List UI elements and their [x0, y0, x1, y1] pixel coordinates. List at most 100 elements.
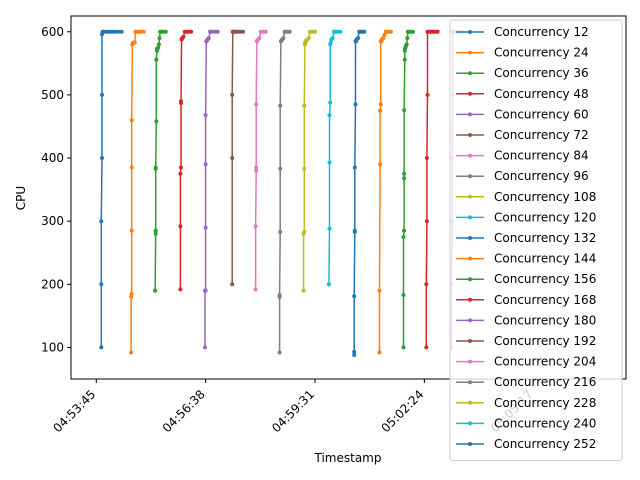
- data-point: [425, 92, 430, 97]
- legend-swatch-marker: [468, 71, 472, 76]
- series-6: [253, 29, 268, 292]
- data-point: [404, 42, 409, 47]
- data-point: [381, 36, 386, 41]
- legend-swatch-marker: [468, 400, 472, 405]
- legend-item[interactable]: Concurrency 144: [456, 252, 596, 266]
- legend-item[interactable]: Concurrency 132: [456, 231, 596, 245]
- legend-label: Concurrency 204: [494, 355, 596, 369]
- data-point: [99, 282, 104, 287]
- y-axis-title: CPU: [14, 186, 28, 210]
- data-point: [230, 156, 235, 160]
- legend-swatch-marker: [468, 194, 472, 199]
- data-point: [203, 345, 207, 350]
- legend-swatch-marker: [468, 50, 472, 55]
- data-point: [157, 36, 162, 41]
- legend-item[interactable]: Concurrency 156: [456, 272, 596, 286]
- data-point: [411, 29, 415, 34]
- legend-item[interactable]: Concurrency 228: [456, 396, 596, 410]
- plot-frame: [70, 15, 627, 380]
- data-point: [278, 103, 283, 108]
- legend-swatch-marker: [468, 174, 472, 179]
- legend-swatch-marker: [468, 153, 472, 158]
- legend-label: Concurrency 240: [494, 416, 596, 430]
- data-point: [253, 287, 258, 292]
- legend-item[interactable]: Concurrency 204: [456, 355, 596, 369]
- legend-label: Concurrency 192: [494, 334, 596, 348]
- legend-label: Concurrency 36: [494, 66, 589, 80]
- data-point: [203, 113, 208, 118]
- data-point: [189, 29, 194, 34]
- data-point: [113, 29, 118, 34]
- data-point: [141, 29, 146, 34]
- legend-swatch-marker: [468, 236, 472, 240]
- legend-swatch-marker: [468, 91, 472, 96]
- data-point: [99, 219, 104, 224]
- legend-item[interactable]: Concurrency 48: [456, 87, 589, 101]
- legend-item[interactable]: Concurrency 252: [456, 437, 596, 451]
- legend-label: Concurrency 12: [494, 25, 589, 39]
- legend[interactable]: Concurrency 12 Concurrency 24 Concurrency …: [449, 19, 623, 462]
- legend-item[interactable]: Concurrency 36: [456, 66, 589, 80]
- data-point: [327, 226, 332, 231]
- legend-item[interactable]: Concurrency 168: [456, 293, 596, 307]
- legend-item[interactable]: Concurrency 120: [456, 210, 596, 224]
- data-point: [424, 345, 429, 350]
- data-point: [352, 353, 357, 357]
- legend-label: Concurrency 120: [494, 210, 596, 224]
- legend-swatch-marker: [468, 30, 472, 34]
- legend-item[interactable]: Concurrency 216: [456, 375, 596, 389]
- legend-item[interactable]: Concurrency 192: [456, 334, 596, 348]
- legend-item[interactable]: Concurrency 240: [456, 416, 596, 430]
- legend-label: Concurrency 72: [494, 128, 589, 142]
- series-13: [424, 29, 440, 350]
- legend-swatch-marker: [468, 215, 472, 220]
- series-9: [326, 29, 343, 287]
- data-point: [388, 29, 393, 34]
- data-point: [402, 176, 407, 181]
- data-point: [100, 156, 104, 160]
- data-point: [378, 102, 383, 107]
- data-point: [179, 99, 183, 104]
- data-point: [277, 293, 282, 297]
- data-point: [153, 165, 158, 170]
- data-point: [178, 224, 183, 229]
- data-point: [153, 228, 158, 233]
- data-point: [401, 293, 406, 297]
- legend-swatch-marker: [468, 442, 472, 446]
- data-point: [352, 294, 357, 299]
- data-point: [215, 29, 220, 34]
- legend-item[interactable]: Concurrency 60: [456, 107, 589, 121]
- data-point: [313, 29, 317, 34]
- legend-item[interactable]: Concurrency 24: [456, 46, 589, 60]
- legend-label: Concurrency 168: [494, 293, 596, 307]
- y-tick-label: 100: [41, 340, 64, 354]
- data-point: [424, 156, 429, 160]
- data-point: [156, 45, 161, 50]
- data-point: [163, 29, 168, 34]
- legend-box: [449, 19, 623, 462]
- data-point: [154, 57, 159, 62]
- y-tick-label: 600: [41, 25, 64, 39]
- legend-label: Concurrency 24: [494, 46, 589, 60]
- y-tick-label: 500: [41, 88, 64, 102]
- legend-item[interactable]: Concurrency 180: [456, 313, 596, 327]
- data-point: [302, 166, 307, 171]
- series-7: [277, 29, 292, 355]
- data-point: [378, 162, 383, 167]
- data-point: [153, 288, 158, 293]
- data-point: [435, 29, 440, 34]
- data-point: [230, 282, 235, 287]
- legend-label: Concurrency 84: [494, 149, 589, 163]
- legend-item[interactable]: Concurrency 12: [456, 25, 589, 39]
- legend-item[interactable]: Concurrency 84: [456, 149, 589, 163]
- legend-item[interactable]: Concurrency 96: [456, 169, 589, 183]
- legend-label: Concurrency 180: [494, 313, 596, 327]
- y-tick-label: 200: [41, 277, 64, 291]
- legend-item[interactable]: Concurrency 72: [456, 128, 589, 142]
- data-point: [129, 118, 134, 123]
- data-point: [254, 165, 259, 170]
- legend-label: Concurrency 108: [494, 190, 596, 204]
- data-point: [402, 57, 407, 62]
- data-point: [206, 36, 211, 41]
- legend-item[interactable]: Concurrency 108: [456, 190, 596, 204]
